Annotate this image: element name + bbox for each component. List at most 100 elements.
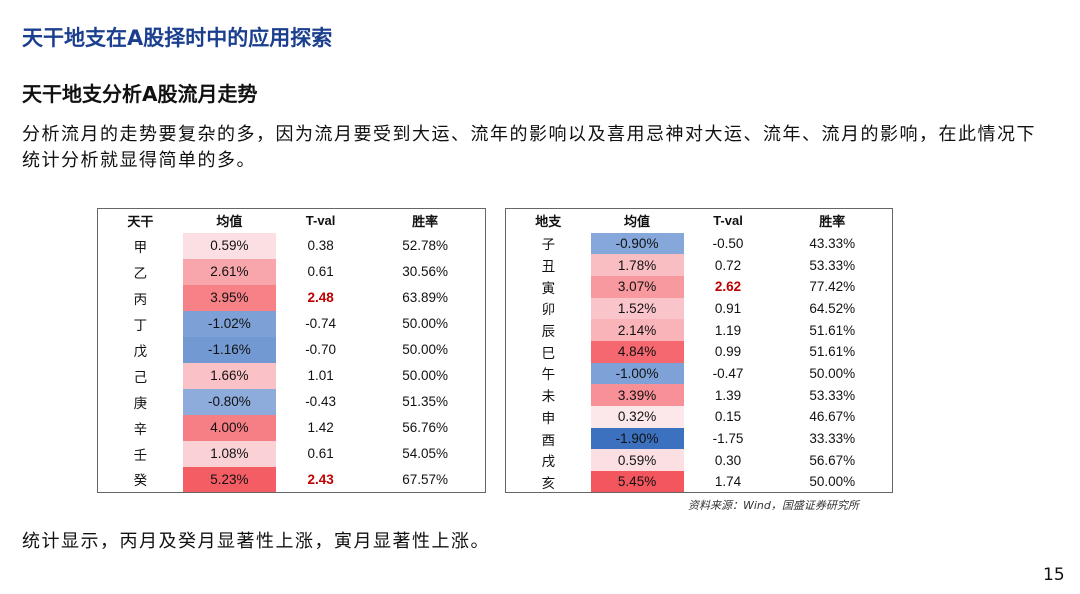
mean-cell: 0.32%: [590, 406, 684, 428]
tval-cell: -1.75: [712, 431, 744, 447]
mean-cell: 3.95%: [182, 284, 276, 311]
winrate-cell: 33.33%: [809, 431, 856, 447]
label-cell: 寅: [541, 280, 556, 296]
winrate-cell: 67.57%: [402, 471, 448, 487]
tval-cell: -0.50: [712, 235, 744, 251]
label-cell: 酉: [541, 432, 556, 448]
winrate-cell: 64.52%: [809, 300, 856, 316]
label-cell: 辰: [541, 324, 556, 340]
mean-cell: -1.16%: [182, 336, 276, 363]
table-row: 辛 4.00% 1.42 56.76%: [98, 414, 486, 441]
tval-cell: -0.43: [305, 394, 336, 409]
mean-cell: 2.61%: [182, 258, 276, 285]
label-cell: 戌: [541, 454, 556, 470]
tval-cell: -0.74: [305, 316, 336, 331]
tval-cell: 2.48: [307, 290, 334, 305]
column-header: 天干: [127, 214, 154, 230]
label-cell: 癸: [133, 473, 148, 489]
label-cell: 申: [541, 410, 556, 426]
table-row: 戊 -1.16% -0.70 50.00%: [98, 336, 486, 363]
tval-cell: 2.43: [307, 471, 334, 487]
table-row: 申 0.32% 0.15 46.67%: [506, 406, 893, 428]
mean-cell: 4.00%: [182, 414, 276, 441]
tval-cell: -0.47: [712, 365, 744, 381]
page-number: 15: [1043, 565, 1065, 585]
table-row: 丁 -1.02% -0.74 50.00%: [98, 310, 486, 337]
table-row: 乙 2.61% 0.61 30.56%: [98, 258, 486, 285]
tval-cell: 1.01: [307, 368, 334, 383]
winrate-cell: 43.33%: [809, 235, 856, 251]
mean-cell: 0.59%: [182, 232, 276, 259]
table-row: 丑 1.78% 0.72 53.33%: [506, 254, 893, 276]
winrate-cell: 63.89%: [402, 290, 448, 305]
mean-cell: 0.59%: [590, 449, 684, 472]
mean-cell: 3.07%: [590, 275, 684, 298]
tval-cell: 1.74: [714, 474, 742, 490]
dizhi-table: 地支 均值 T-val 胜率子 -0.90% -0.50 43.33% 丑 1.78% 0.72 5…: [505, 208, 893, 494]
tiangan-table: 天干 均值 T-val 胜率甲 0.59% 0.38 52.78% 乙 2.61% 0.61 30.…: [97, 208, 486, 493]
table-row: 寅 3.07% 2.62 77.42%: [506, 275, 893, 298]
table-row: 卯 1.52% 0.91 64.52%: [506, 297, 893, 320]
winrate-cell: 51.61%: [809, 344, 856, 360]
winrate-cell: 51.61%: [809, 322, 856, 338]
mean-cell: 1.66%: [182, 362, 276, 389]
table-row: 庚 -0.80% -0.43 51.35%: [98, 388, 486, 415]
mean-cell: -1.00%: [590, 362, 684, 385]
label-cell: 未: [541, 389, 556, 405]
mean-cell: 1.52%: [590, 297, 684, 320]
winrate-cell: 53.33%: [809, 257, 856, 273]
tval-cell: 1.42: [307, 420, 334, 435]
label-cell: 乙: [133, 265, 148, 281]
winrate-cell: 77.42%: [809, 279, 856, 295]
mean-cell: 4.84%: [590, 340, 684, 363]
winrate-cell: 51.35%: [402, 394, 448, 409]
mean-cell: 5.23%: [182, 466, 276, 493]
table-row: 酉 -1.90% -1.75 33.33%: [506, 427, 893, 450]
winrate-cell: 50.00%: [809, 474, 856, 490]
winrate-cell: 50.00%: [402, 316, 448, 331]
tval-cell: 0.72: [714, 257, 742, 273]
table-row: 午 -1.00% -0.47 50.00%: [506, 362, 893, 385]
tval-cell: 0.30: [714, 452, 742, 468]
mean-cell: 5.45%: [590, 471, 684, 493]
table-row: 癸 5.23% 2.43 67.57%: [98, 466, 486, 493]
label-cell: 丁: [133, 317, 148, 333]
table-row: 丙 3.95% 2.48 63.89%: [98, 284, 486, 311]
winrate-cell: 30.56%: [402, 264, 448, 279]
table-row: 未 3.39% 1.39 53.33%: [506, 384, 893, 406]
mean-cell: 3.39%: [590, 384, 684, 406]
winrate-cell: 54.05%: [402, 446, 448, 461]
intro-paragraph: 分析流月的走势要复杂的多，因为流月要受到大运、流年的影响以及喜用忌神对大运、流年…: [22, 124, 1036, 171]
table-row: 辰 2.14% 1.19 51.61%: [506, 319, 893, 341]
mean-cell: -0.90%: [590, 232, 684, 255]
label-cell: 子: [541, 237, 556, 253]
table-row: 甲 0.59% 0.38 52.78%: [98, 232, 486, 259]
table-row: 己 1.66% 1.01 50.00%: [98, 362, 486, 389]
winrate-cell: 50.00%: [402, 368, 448, 383]
header-row: 地支 均值 T-val 胜率: [506, 209, 893, 233]
tval-cell: 0.38: [307, 238, 334, 253]
tval-cell: 0.61: [307, 264, 334, 279]
label-cell: 壬: [133, 447, 148, 463]
column-header: 均值: [216, 214, 243, 230]
label-cell: 甲: [133, 239, 148, 255]
tval-cell: 0.91: [714, 300, 742, 316]
tval-cell: 1.19: [714, 322, 742, 338]
label-cell: 卯: [541, 302, 556, 318]
column-header: 胜率: [412, 214, 439, 230]
column-header: 胜率: [819, 214, 846, 230]
label-cell: 丑: [541, 259, 556, 275]
column-header: T-val: [713, 213, 743, 229]
winrate-cell: 53.33%: [809, 387, 856, 403]
winrate-cell: 50.00%: [402, 342, 448, 357]
label-cell: 戊: [133, 343, 148, 359]
conclusion-text: 统计显示，丙月及癸月显著性上涨，寅月显著性上涨。: [22, 531, 490, 552]
table-row: 亥 5.45% 1.74 50.00%: [506, 471, 893, 493]
label-cell: 午: [541, 367, 556, 383]
winrate-cell: 50.00%: [809, 365, 856, 381]
mean-cell: -1.90%: [590, 427, 684, 450]
tval-cell: 0.15: [714, 409, 742, 425]
page-title: 天干地支在A股择时中的应用探索: [22, 26, 333, 50]
table-row: 子 -0.90% -0.50 43.33%: [506, 232, 893, 255]
winrate-cell: 52.78%: [402, 238, 448, 253]
